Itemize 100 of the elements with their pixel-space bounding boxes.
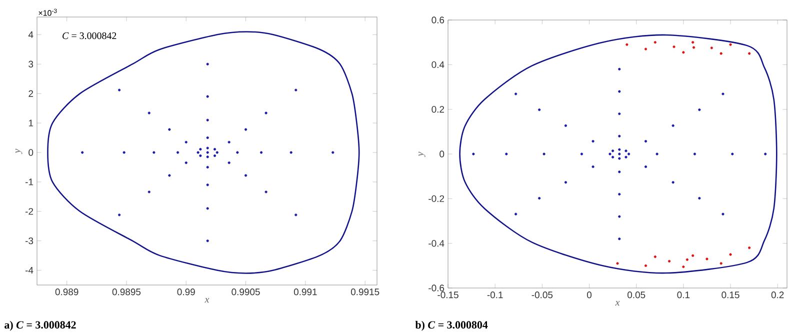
point bbox=[206, 62, 209, 66]
point bbox=[206, 95, 209, 98]
point bbox=[176, 151, 180, 154]
point bbox=[592, 165, 594, 168]
point bbox=[206, 207, 209, 210]
point bbox=[624, 156, 628, 158]
point bbox=[213, 154, 216, 158]
point bbox=[236, 151, 239, 154]
point bbox=[184, 140, 188, 144]
point bbox=[206, 146, 209, 150]
point bbox=[514, 212, 518, 216]
point bbox=[514, 92, 518, 96]
point bbox=[672, 46, 676, 48]
point bbox=[731, 152, 734, 156]
point bbox=[729, 43, 732, 46]
point bbox=[564, 124, 568, 127]
x-tick-label: 0.15 bbox=[722, 292, 740, 298]
point bbox=[628, 152, 630, 156]
point bbox=[729, 253, 732, 256]
point bbox=[618, 157, 621, 160]
point bbox=[644, 165, 648, 168]
point bbox=[720, 52, 722, 55]
point bbox=[196, 151, 200, 154]
point bbox=[644, 264, 648, 267]
y-tick-label: 0.4 bbox=[432, 61, 444, 68]
point bbox=[168, 174, 171, 177]
point bbox=[618, 148, 621, 151]
point bbox=[264, 112, 268, 114]
point bbox=[682, 265, 685, 268]
y-tick-label: -0.4 bbox=[428, 240, 444, 247]
y-tick-label: 2 bbox=[28, 90, 34, 97]
point bbox=[118, 214, 121, 216]
point bbox=[260, 151, 263, 154]
point bbox=[206, 184, 209, 186]
y-tick-label: 4 bbox=[28, 31, 34, 38]
point bbox=[81, 151, 84, 154]
point bbox=[710, 46, 713, 50]
point bbox=[564, 181, 568, 184]
point bbox=[244, 174, 248, 177]
point bbox=[624, 150, 628, 152]
point bbox=[656, 152, 658, 156]
point bbox=[618, 215, 621, 218]
point bbox=[290, 151, 292, 154]
x-tick-label: -0.1 bbox=[487, 292, 503, 298]
point bbox=[294, 214, 298, 216]
point bbox=[618, 90, 621, 93]
x-tick-label: 0 bbox=[587, 292, 592, 298]
point bbox=[206, 166, 209, 168]
point bbox=[618, 238, 621, 240]
point bbox=[199, 154, 202, 158]
y-tick-label: -0.6 bbox=[428, 284, 444, 292]
point bbox=[206, 240, 209, 242]
point bbox=[748, 246, 751, 250]
point bbox=[168, 128, 171, 131]
point bbox=[244, 128, 248, 131]
point bbox=[693, 152, 696, 156]
y-tick-label: -4 bbox=[25, 267, 34, 274]
y-tick-label: 1 bbox=[28, 120, 34, 126]
y-axis-title: y bbox=[418, 152, 426, 158]
point bbox=[686, 258, 688, 261]
point bbox=[618, 112, 621, 116]
point bbox=[618, 134, 621, 138]
point bbox=[148, 190, 150, 194]
point bbox=[472, 152, 475, 156]
point bbox=[592, 140, 594, 143]
point bbox=[216, 151, 218, 154]
point bbox=[692, 41, 694, 44]
point bbox=[206, 118, 209, 122]
point bbox=[698, 108, 701, 112]
point bbox=[228, 140, 230, 144]
y-tick-label: -0.2 bbox=[428, 195, 444, 202]
x-tick-label: 0.05 bbox=[628, 292, 646, 298]
point bbox=[612, 156, 614, 158]
point bbox=[618, 192, 621, 196]
point bbox=[698, 196, 701, 200]
y-tick-label: -1 bbox=[25, 178, 34, 186]
text: a) C = 3.000842 bbox=[4, 320, 76, 331]
point bbox=[616, 262, 619, 265]
point bbox=[580, 152, 584, 156]
y-tick-label: -2 bbox=[25, 208, 34, 215]
point bbox=[184, 161, 188, 164]
point bbox=[332, 151, 334, 154]
text: b) C = 3.000804 bbox=[415, 320, 488, 331]
point bbox=[722, 92, 724, 96]
point bbox=[672, 124, 674, 127]
y-tick-label: 0.2 bbox=[432, 106, 444, 113]
point bbox=[608, 152, 612, 156]
x-axis-title: x bbox=[204, 298, 210, 303]
x-tick-label: 0.1 bbox=[677, 292, 690, 298]
point bbox=[644, 140, 648, 143]
x-tick-label: 0.9915 bbox=[350, 288, 380, 296]
x-tick-label: 0.991 bbox=[294, 288, 317, 296]
point bbox=[692, 254, 694, 257]
x-tick-label: 0.9905 bbox=[232, 288, 260, 296]
point bbox=[152, 151, 156, 154]
point bbox=[228, 161, 230, 164]
point bbox=[618, 152, 621, 156]
point bbox=[264, 190, 268, 194]
x-tick-label: -0.05 bbox=[532, 292, 553, 298]
point bbox=[706, 258, 708, 260]
